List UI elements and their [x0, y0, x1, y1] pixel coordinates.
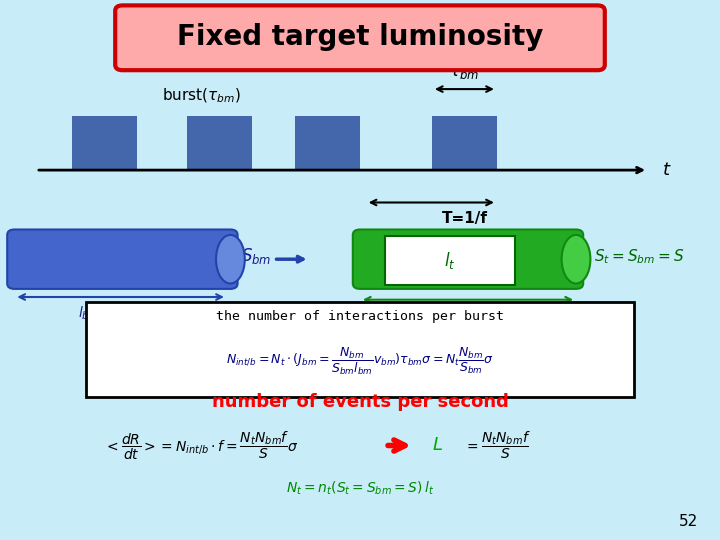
Ellipse shape: [562, 235, 590, 284]
Text: $l_t$: $l_t$: [444, 250, 456, 271]
Text: burst($\tau_{bm}$): burst($\tau_{bm}$): [162, 87, 241, 105]
FancyBboxPatch shape: [353, 230, 583, 289]
Text: 52: 52: [679, 514, 698, 529]
FancyBboxPatch shape: [72, 116, 137, 170]
Text: T=1/f: T=1/f: [441, 211, 487, 226]
Ellipse shape: [216, 235, 245, 284]
FancyBboxPatch shape: [385, 236, 515, 285]
FancyBboxPatch shape: [86, 302, 634, 397]
Text: $l_{bm} = v_{bm}\tau_{bm}$: $l_{bm} = v_{bm}\tau_{bm}$: [78, 305, 164, 322]
FancyBboxPatch shape: [432, 116, 497, 170]
Text: $S_t = S_{bm} = S$: $S_t = S_{bm} = S$: [594, 247, 684, 266]
Text: $S_{bm}$: $S_{bm}$: [241, 246, 271, 267]
Text: $\tau_{bm}$: $\tau_{bm}$: [449, 63, 480, 81]
Text: $< \dfrac{dR}{dt}> = N_{int/b} \cdot f = \dfrac{N_t N_{bm} f}{S}\sigma$: $< \dfrac{dR}{dt}> = N_{int/b} \cdot f =…: [104, 429, 299, 462]
Text: $N_t = n_t(S_t = S_{bm} = S)\, l_t$: $N_t = n_t(S_t = S_{bm} = S)\, l_t$: [286, 480, 434, 497]
Text: number of events per second: number of events per second: [212, 393, 508, 411]
Text: t: t: [662, 161, 670, 179]
Text: $L$: $L$: [432, 436, 443, 455]
Text: the number of interactions per burst: the number of interactions per burst: [216, 310, 504, 323]
FancyBboxPatch shape: [187, 116, 252, 170]
Text: Fixed target luminosity: Fixed target luminosity: [177, 23, 543, 51]
FancyBboxPatch shape: [115, 5, 605, 70]
FancyBboxPatch shape: [7, 230, 238, 289]
Text: $N_{int/b} = N_t \cdot (J_{bm}=\dfrac{N_{bm}}{S_{bm}l_{bm}}v_{bm})\tau_{bm}\sigm: $N_{int/b} = N_t \cdot (J_{bm}=\dfrac{N_…: [226, 346, 494, 377]
FancyBboxPatch shape: [295, 116, 360, 170]
Text: $= \dfrac{N_t N_{bm} f}{S}$: $= \dfrac{N_t N_{bm} f}{S}$: [464, 430, 531, 461]
